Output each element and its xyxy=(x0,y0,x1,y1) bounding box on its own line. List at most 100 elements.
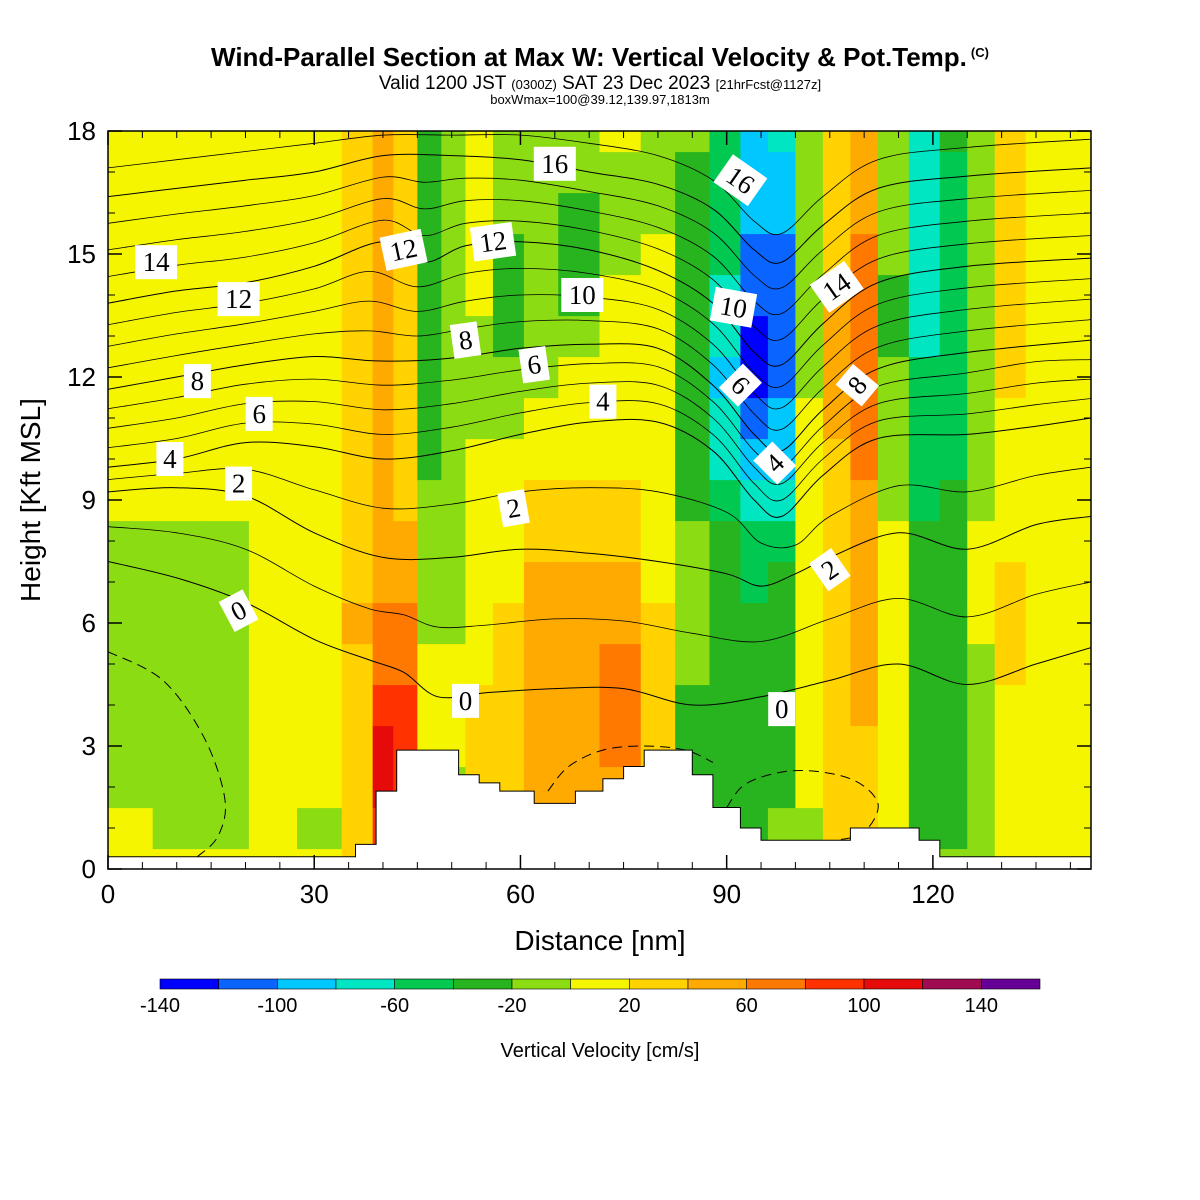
velocity-cell xyxy=(939,602,968,645)
velocity-cell xyxy=(372,192,394,235)
velocity-cell xyxy=(393,479,418,522)
contour-label-text: 0 xyxy=(775,694,789,724)
velocity-cell xyxy=(994,479,1027,522)
velocity-cell xyxy=(465,479,494,522)
theta-contour xyxy=(108,398,1091,502)
velocity-cell xyxy=(994,274,1027,317)
velocity-cell xyxy=(297,479,343,522)
velocity-cell xyxy=(908,766,941,809)
copyright-mark: (C) xyxy=(970,45,989,60)
velocity-cell xyxy=(108,684,154,727)
colorbar-swatch xyxy=(805,978,865,990)
velocity-cell xyxy=(297,233,343,276)
velocity-cell xyxy=(822,479,852,522)
velocity-cell xyxy=(558,479,601,522)
velocity-cell xyxy=(675,315,711,358)
contour-label: 6 xyxy=(518,345,550,384)
colorbar-swatch xyxy=(863,978,923,990)
velocity-cell xyxy=(640,520,676,563)
velocity-cell xyxy=(675,192,711,235)
velocity-cell xyxy=(877,684,910,727)
contour-label: 12 xyxy=(469,221,517,262)
velocity-cell xyxy=(939,807,968,850)
contour-label: 16 xyxy=(533,146,576,181)
contour-label-text: 10 xyxy=(718,290,750,324)
contour-label-box xyxy=(497,489,530,528)
velocity-cell xyxy=(108,438,154,481)
velocity-cell xyxy=(939,479,968,522)
velocity-cell xyxy=(1060,131,1091,153)
velocity-cell xyxy=(465,561,494,604)
velocity-cell xyxy=(675,233,711,276)
colorbar-swatch xyxy=(687,978,747,990)
velocity-cell xyxy=(640,315,676,358)
colorbar-swatch xyxy=(159,978,219,990)
velocity-cell xyxy=(417,438,442,481)
contour-label-box xyxy=(156,442,184,476)
velocity-cell xyxy=(393,274,418,317)
velocity-cell xyxy=(908,192,941,235)
velocity-cell xyxy=(740,684,769,727)
theta-contour xyxy=(108,134,1091,235)
contour-label-box xyxy=(533,146,576,181)
velocity-cell xyxy=(740,643,769,686)
velocity-cell xyxy=(675,520,711,563)
velocity-cell xyxy=(939,315,968,358)
velocity-cell xyxy=(152,520,202,563)
velocity-cell xyxy=(465,274,494,317)
subtitle-valid: Valid 1200 JST xyxy=(378,73,507,94)
colorbar-swatch xyxy=(511,978,571,990)
velocity-cell xyxy=(523,192,559,235)
velocity-cell xyxy=(967,561,996,604)
velocity-cell xyxy=(675,131,711,153)
theta-contour xyxy=(108,198,1091,316)
velocity-cell xyxy=(200,131,250,153)
velocity-cell xyxy=(441,520,467,563)
velocity-cell xyxy=(709,725,742,768)
velocity-cell xyxy=(640,397,676,440)
velocity-cell xyxy=(558,602,601,645)
velocity-cell xyxy=(523,684,559,727)
velocity-cell xyxy=(152,479,202,522)
velocity-cell xyxy=(492,602,525,645)
chart-subtitle: Valid 1200 JST (0300Z) SAT 23 Dec 2023 [… xyxy=(0,73,1200,95)
velocity-cell xyxy=(152,561,202,604)
velocity-cell xyxy=(939,438,968,481)
velocity-cell xyxy=(1025,397,1061,440)
velocity-cell xyxy=(599,479,642,522)
velocity-cell xyxy=(297,725,343,768)
y-tick-label: 3 xyxy=(82,731,96,761)
colorbar-tick-label: 60 xyxy=(736,995,758,1017)
velocity-cell xyxy=(640,438,676,481)
x-tick-label: 90 xyxy=(712,879,741,909)
velocity-cell xyxy=(994,643,1027,686)
theta-contour xyxy=(108,319,1091,431)
velocity-cell xyxy=(200,192,250,235)
velocity-cell xyxy=(492,131,525,153)
contour-label-box xyxy=(718,363,762,407)
velocity-cell xyxy=(341,520,374,563)
velocity-cell xyxy=(967,602,996,645)
dashed-velocity-contour xyxy=(108,651,226,858)
velocity-cell xyxy=(740,602,769,645)
velocity-cell xyxy=(558,643,601,686)
colorbar-swatch xyxy=(746,978,806,990)
velocity-cell xyxy=(939,397,968,440)
velocity-cell xyxy=(850,131,879,153)
contour-label-box xyxy=(518,345,550,384)
velocity-cell xyxy=(372,602,394,645)
velocity-cell xyxy=(740,131,769,153)
velocity-cell xyxy=(877,315,910,358)
velocity-cell xyxy=(152,643,202,686)
velocity-cell xyxy=(558,684,601,727)
x-tick-label: 0 xyxy=(101,879,115,909)
velocity-cell xyxy=(1025,356,1061,399)
velocity-cell xyxy=(441,356,467,399)
velocity-cell xyxy=(795,725,824,768)
velocity-cell xyxy=(850,233,879,276)
velocity-cell xyxy=(795,315,824,358)
velocity-cell xyxy=(523,561,559,604)
velocity-cell xyxy=(967,192,996,235)
velocity-cell xyxy=(393,520,418,563)
contour-label-box xyxy=(589,384,617,419)
